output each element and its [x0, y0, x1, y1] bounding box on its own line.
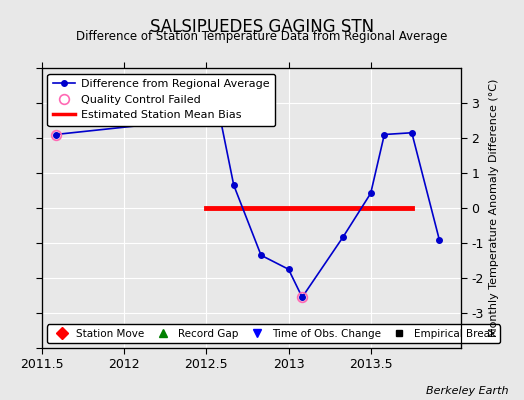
Text: SALSIPUEDES GAGING STN: SALSIPUEDES GAGING STN: [150, 18, 374, 36]
Text: Difference of Station Temperature Data from Regional Average: Difference of Station Temperature Data f…: [77, 30, 447, 43]
Text: Berkeley Earth: Berkeley Earth: [426, 386, 508, 396]
Y-axis label: Monthly Temperature Anomaly Difference (°C): Monthly Temperature Anomaly Difference (…: [489, 79, 499, 337]
Legend: Station Move, Record Gap, Time of Obs. Change, Empirical Break: Station Move, Record Gap, Time of Obs. C…: [47, 324, 500, 343]
